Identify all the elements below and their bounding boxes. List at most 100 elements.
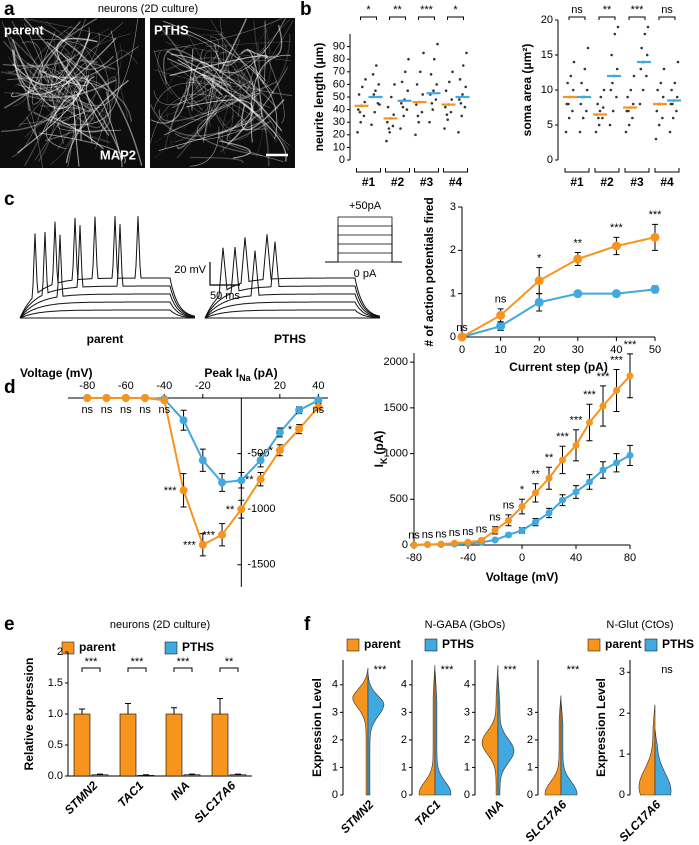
data-point bbox=[275, 446, 284, 455]
neurite bbox=[159, 61, 230, 119]
scale-label: 50 ms bbox=[210, 290, 240, 302]
data-point bbox=[567, 102, 570, 106]
data-point bbox=[609, 88, 613, 92]
neurite bbox=[73, 90, 93, 167]
significance: ns bbox=[158, 404, 170, 416]
neurite bbox=[49, 96, 82, 141]
category-bracket bbox=[443, 168, 468, 173]
neurite bbox=[2, 27, 90, 67]
data-point bbox=[428, 120, 431, 124]
data-point bbox=[641, 88, 645, 92]
significance: * bbox=[288, 424, 293, 436]
neurite bbox=[226, 118, 272, 142]
significance: * bbox=[453, 4, 458, 16]
series-line bbox=[413, 375, 631, 546]
data-point bbox=[429, 73, 433, 76]
y-tick-label: 40 bbox=[333, 104, 345, 116]
neurite bbox=[3, 62, 42, 109]
sig-bracket bbox=[628, 16, 646, 20]
neurite bbox=[21, 41, 43, 92]
data-point bbox=[218, 478, 227, 487]
data-point bbox=[478, 536, 485, 544]
bar bbox=[73, 713, 91, 777]
neurite bbox=[191, 61, 230, 111]
neurite bbox=[176, 80, 253, 159]
neurite bbox=[250, 65, 275, 94]
neurite bbox=[203, 51, 211, 128]
x-tick-label: TAC1 bbox=[115, 778, 147, 810]
data-point bbox=[464, 538, 472, 546]
neurite bbox=[218, 18, 248, 74]
panel-letter: b bbox=[300, 0, 312, 20]
legend-swatch bbox=[644, 638, 658, 652]
y-tick-label: 0 bbox=[332, 789, 338, 801]
step-protocol bbox=[325, 252, 402, 263]
sig-bracket bbox=[418, 16, 435, 20]
neurite bbox=[49, 44, 122, 88]
neurite bbox=[65, 79, 129, 164]
legend-swatch bbox=[346, 638, 360, 652]
neurite bbox=[9, 41, 31, 107]
x-tick-label: #2 bbox=[391, 175, 405, 189]
voltage-trace bbox=[19, 234, 196, 319]
significance: *** bbox=[624, 339, 638, 351]
data-point bbox=[386, 105, 390, 109]
neurite bbox=[1, 80, 71, 133]
neurite bbox=[7, 66, 75, 167]
data-point bbox=[430, 102, 434, 105]
bar bbox=[137, 775, 155, 777]
data-point bbox=[668, 130, 672, 134]
error-bar bbox=[97, 773, 103, 775]
data-point bbox=[450, 98, 454, 101]
data-point bbox=[631, 116, 634, 120]
neurite bbox=[80, 59, 116, 70]
data-point bbox=[632, 74, 636, 78]
neurite bbox=[154, 22, 274, 159]
y-tick-label: 1 bbox=[464, 761, 470, 773]
y-tick-label: 1 bbox=[527, 761, 533, 773]
sig-bracket bbox=[360, 16, 377, 20]
data-point bbox=[392, 113, 396, 116]
legend-label: parent bbox=[605, 637, 642, 651]
y-tick-label: 90 bbox=[333, 41, 345, 53]
neurite bbox=[187, 38, 237, 121]
significance: ns bbox=[313, 404, 325, 416]
data-point bbox=[237, 505, 246, 514]
significance: *** bbox=[610, 354, 624, 366]
data-point bbox=[611, 241, 621, 251]
y-tick-label: 2 bbox=[464, 734, 470, 746]
data-point bbox=[585, 109, 588, 113]
neurite bbox=[162, 20, 278, 140]
neurite bbox=[180, 44, 273, 63]
data-point bbox=[626, 451, 634, 459]
y-tick-label: 50 bbox=[333, 91, 345, 103]
data-point bbox=[518, 526, 526, 534]
neurite bbox=[54, 44, 71, 95]
data-point bbox=[179, 486, 188, 495]
data-point bbox=[419, 70, 422, 74]
data-point bbox=[645, 53, 649, 57]
neurite bbox=[218, 45, 234, 129]
sig-bracket bbox=[173, 667, 193, 672]
neurite bbox=[31, 38, 109, 150]
step-label: 0 pA bbox=[354, 268, 377, 280]
data-point bbox=[198, 540, 207, 549]
data-point bbox=[433, 57, 436, 61]
significance: *** bbox=[556, 431, 570, 443]
significance: ns bbox=[489, 512, 501, 524]
label-part: Na bbox=[239, 373, 251, 383]
neurite bbox=[250, 54, 291, 143]
bar bbox=[91, 774, 109, 777]
data-point bbox=[596, 102, 599, 106]
data-point bbox=[573, 254, 583, 264]
data-point bbox=[415, 83, 419, 86]
neurite bbox=[161, 25, 224, 36]
legend-label: parent bbox=[364, 637, 401, 651]
data-point bbox=[372, 93, 376, 96]
significance: ** bbox=[393, 4, 402, 16]
violin bbox=[367, 673, 385, 796]
significance: ** bbox=[226, 504, 235, 516]
data-point bbox=[608, 123, 612, 127]
panel-title: neurons (2D culture) bbox=[98, 3, 198, 15]
data-point bbox=[564, 130, 568, 134]
